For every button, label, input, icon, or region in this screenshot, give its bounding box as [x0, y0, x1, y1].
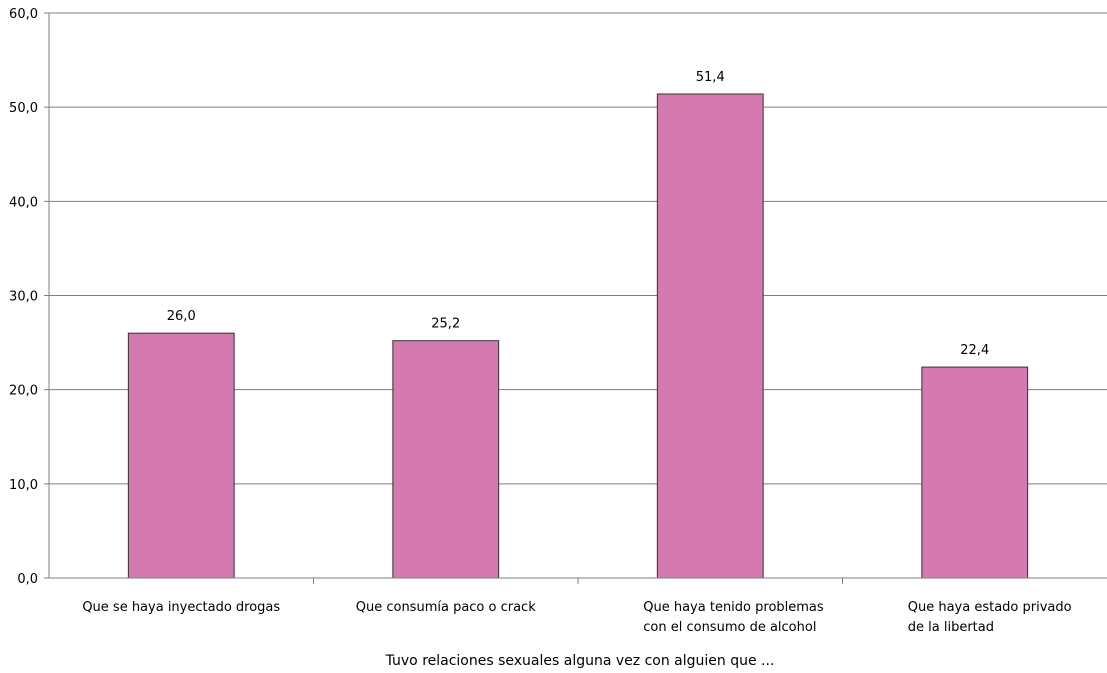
data-label: 26,0 [167, 309, 196, 324]
bar [127, 332, 235, 579]
y-tick-label: 50,0 [9, 101, 38, 116]
y-tick-label: 40,0 [9, 195, 38, 210]
bar [392, 340, 500, 579]
x-axis-title: Tuvo relaciones sexuales alguna vez con … [385, 653, 775, 669]
data-label: 25,2 [431, 317, 460, 332]
bars [127, 93, 1029, 579]
x-tick-label: Que se haya inyectado drogas [82, 600, 280, 615]
y-tick-label: 10,0 [9, 478, 38, 493]
y-tick-label: 0,0 [17, 572, 38, 587]
y-tick-label: 30,0 [9, 290, 38, 305]
data-label: 51,4 [696, 70, 725, 85]
y-tick-label: 60,0 [9, 7, 38, 22]
value-labels: 26,0 25,2 51,4 22,4 [167, 70, 989, 358]
x-tick-label: Que consumía paco o crack [356, 600, 536, 615]
x-tick-label: Que haya estado privado de la libertad [908, 600, 1072, 635]
bar [656, 93, 764, 579]
x-tick-label: Que haya tenido problemas con el consumo … [643, 600, 824, 635]
data-label: 22,4 [960, 343, 989, 358]
bar [921, 366, 1029, 579]
x-axis [48, 13, 1107, 584]
x-axis-category-labels: Que se haya inyectado drogas Que consumía… [82, 600, 1071, 635]
y-tick-label: 20,0 [9, 384, 38, 399]
y-axis-ticks: 0,0 10,0 20,0 30,0 40,0 50,0 60,0 [9, 7, 49, 587]
